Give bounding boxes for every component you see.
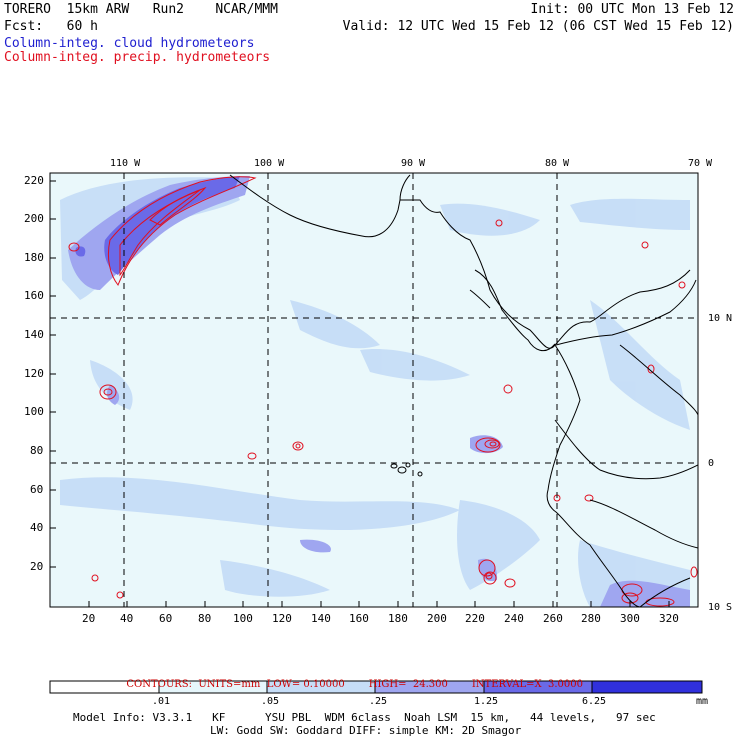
- y-tick-label: 20: [30, 560, 44, 573]
- legend-precip-hydrometeors: Column-integ. precip. hydrometeors: [4, 50, 271, 65]
- map-frame: [49, 172, 699, 608]
- y-tick-label: 140: [24, 328, 44, 341]
- x-tick-label: 20: [82, 612, 96, 625]
- model-physics: LW: Godd SW: Goddard DIFF: simple KM: 2D…: [210, 724, 522, 737]
- x-tick-label: 300: [620, 612, 640, 625]
- colorbar-label: .25: [369, 696, 388, 707]
- lon-label-80w: 80 W: [545, 158, 570, 169]
- x-tick-label: 60: [159, 612, 173, 625]
- x-tick-label: 40: [120, 612, 134, 625]
- x-tick-label: 140: [311, 612, 331, 625]
- x-tick-label: 160: [349, 612, 369, 625]
- lon-label-110w: 110 W: [110, 158, 141, 169]
- colorbar-units: mm: [696, 696, 709, 707]
- x-tick-label: 280: [581, 612, 601, 625]
- x-tick-label: 320: [659, 612, 679, 625]
- contours-interval: INTERVAL=X 3.0000: [471, 679, 583, 690]
- x-tick-label: 200: [427, 612, 447, 625]
- colorbar-label: .01: [152, 696, 171, 707]
- x-tick-label: 180: [388, 612, 408, 625]
- colorbar-bin-6: [591, 680, 703, 694]
- hydrometeor-field: [60, 174, 698, 607]
- y-tick-label: 180: [24, 251, 44, 264]
- y-tick-label: 40: [30, 521, 44, 534]
- x-tick-label: 100: [233, 612, 253, 625]
- x-tick-label: 240: [504, 612, 524, 625]
- y-tick-label: 80: [30, 444, 44, 457]
- y-tick-label: 120: [24, 367, 44, 380]
- x-tick-label: 120: [272, 612, 292, 625]
- contours-info: CONTOURS: UNITS=mm LOW= 0.10000 HIGH= 24.…: [120, 668, 583, 690]
- x-tick-label: 220: [465, 612, 485, 625]
- lon-label-100w: 100 W: [254, 158, 285, 169]
- colorbar-label: 6.25: [582, 696, 607, 707]
- colorbar: [49, 680, 703, 694]
- colorbar-label: 1.25: [474, 696, 499, 707]
- lat-label-10s: 10 S: [708, 602, 733, 613]
- map-background: [50, 173, 698, 607]
- lat-label-0: 0: [708, 458, 715, 469]
- init-time: Init: 00 UTC Mon 13 Feb 12: [530, 2, 735, 17]
- forecast-hour: Fcst: 60 h: [4, 19, 98, 34]
- model-info: Model Info: V3.3.1 KF YSU PBL WDM 6class…: [73, 711, 656, 724]
- x-tick-marks: [88, 601, 670, 607]
- lon-label-90w: 90 W: [401, 158, 426, 169]
- y-tick-label: 160: [24, 289, 44, 302]
- legend-cloud-hydrometeors: Column-integ. cloud hydrometeors: [4, 36, 255, 51]
- lon-label-70w: 70 W: [688, 158, 713, 169]
- colorbar-label: .05: [261, 696, 280, 707]
- y-tick-label: 60: [30, 483, 44, 496]
- model-title: TORERO 15km ARW Run2 NCAR/MMM: [4, 2, 278, 17]
- lat-label-10n: 10 N: [708, 313, 733, 324]
- contours-units-low: CONTOURS: UNITS=mm LOW= 0.10000: [126, 679, 345, 690]
- y-tick-label: 220: [24, 174, 44, 187]
- contours-high: HIGH= 24.300: [368, 679, 448, 690]
- lat-lon-grid: [50, 173, 698, 607]
- y-tick-label: 200: [24, 212, 44, 225]
- valid-time: Valid: 12 UTC Wed 15 Feb 12 (06 CST Wed …: [342, 19, 734, 34]
- y-tick-marks: [50, 180, 56, 568]
- y-tick-label: 100: [24, 405, 44, 418]
- x-tick-label: 80: [198, 612, 212, 625]
- x-tick-label: 260: [543, 612, 563, 625]
